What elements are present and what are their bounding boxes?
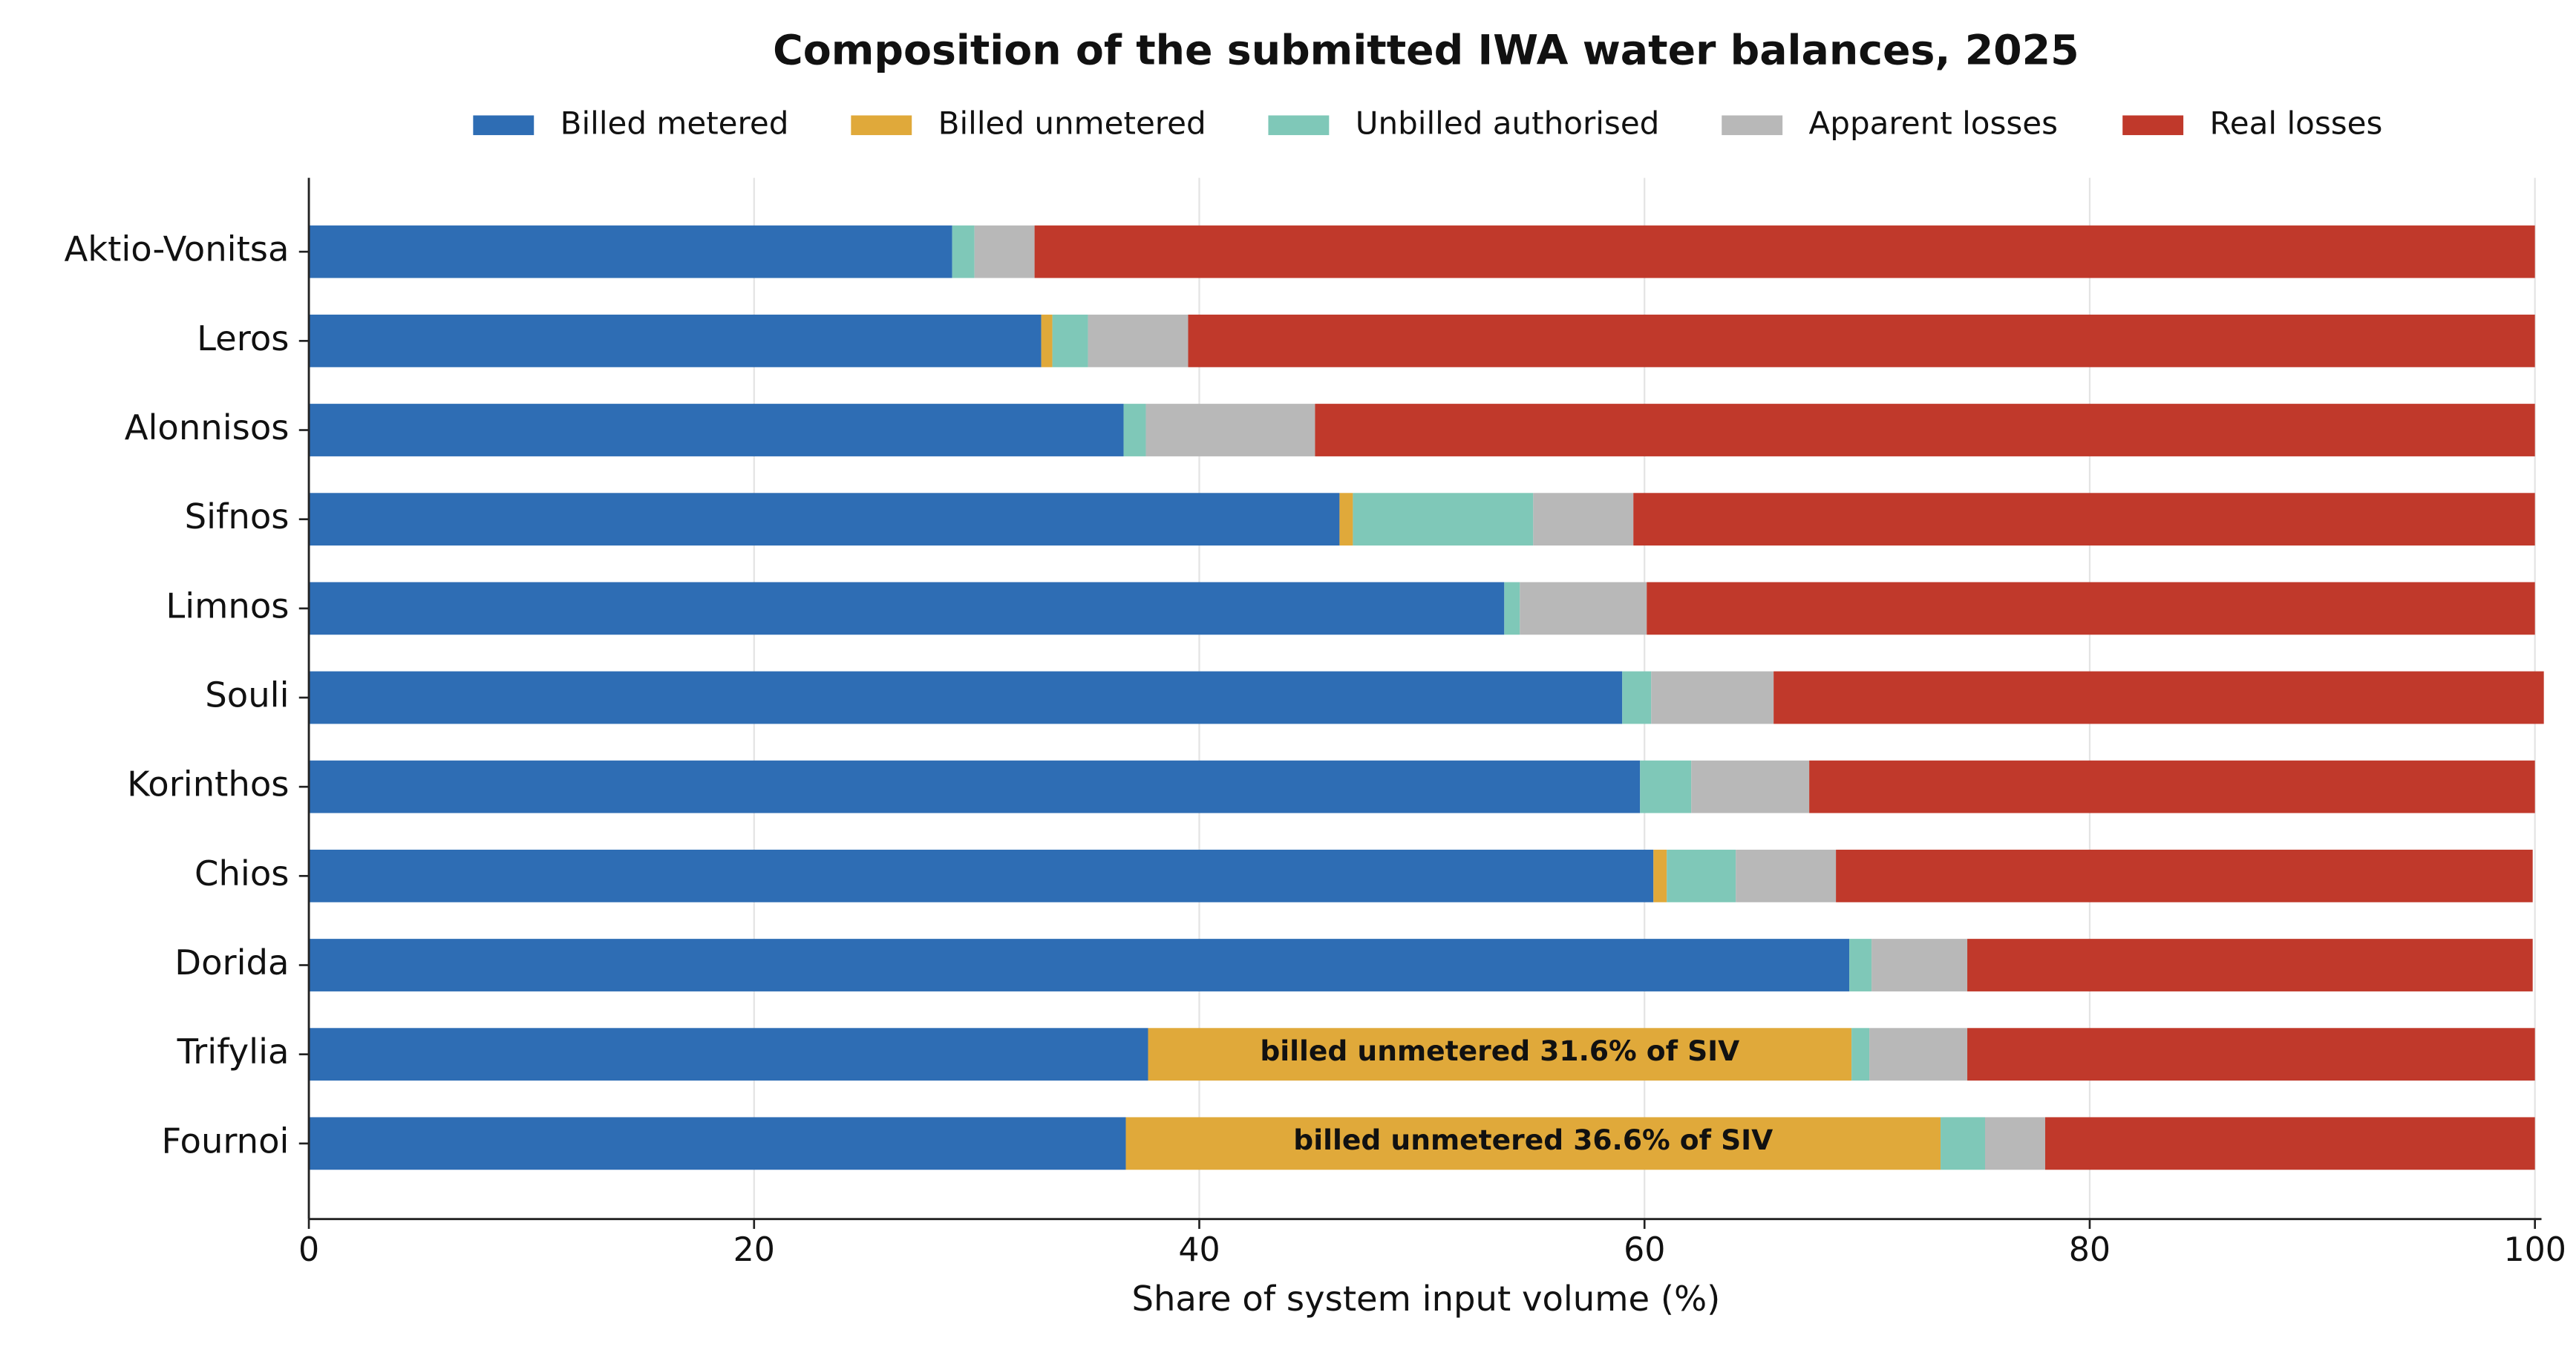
bar-segment xyxy=(309,493,1340,546)
y-tick-label: Dorida xyxy=(174,942,289,983)
y-tick-label: Chios xyxy=(194,853,289,894)
bar-segment xyxy=(1849,939,1872,991)
legend-swatch xyxy=(1722,115,1783,136)
bar-segment xyxy=(1667,849,1736,902)
bar-segment xyxy=(1941,1117,1986,1170)
chart-title: Composition of the submitted IWA water b… xyxy=(773,27,2079,75)
bar-segment xyxy=(309,939,1850,991)
bar-segment xyxy=(1353,493,1534,546)
bar-segment xyxy=(1315,404,2535,456)
legend-label: Unbilled authorised xyxy=(1356,105,1660,141)
y-tick-label: Souli xyxy=(205,675,289,715)
legend-swatch xyxy=(1268,115,1330,136)
bar-segment xyxy=(1633,493,2535,546)
bar-segment xyxy=(1504,582,1520,635)
legend-item: Unbilled authorised xyxy=(1268,105,1659,141)
bar-segment xyxy=(1871,939,1968,991)
y-tick-label: Leros xyxy=(197,318,289,358)
y-tick-label: Fournoi xyxy=(161,1121,289,1161)
bar-segment xyxy=(1034,225,2535,278)
bar-segment xyxy=(1123,404,1146,456)
legend-label: Real losses xyxy=(2209,105,2382,141)
legend-item: Apparent losses xyxy=(1722,105,2058,141)
x-tick-label: 0 xyxy=(298,1231,319,1269)
bar-segment xyxy=(1052,314,1088,367)
y-tick-label: Limnos xyxy=(166,586,289,626)
bar-segment xyxy=(1809,760,2535,813)
x-tick-label: 100 xyxy=(2503,1231,2566,1269)
legend-item: Real losses xyxy=(2122,105,2382,141)
bar-segment xyxy=(1640,760,1692,813)
x-tick-label: 40 xyxy=(1178,1231,1220,1269)
y-tick-label: Sifnos xyxy=(185,496,290,537)
bar-segment xyxy=(1041,314,1053,367)
bar-segment xyxy=(1622,671,1652,724)
legend-item: Billed unmetered xyxy=(851,105,1206,141)
legend-swatch xyxy=(851,115,912,136)
bar-segment xyxy=(1967,939,2533,991)
bar-segment xyxy=(1967,1028,2535,1081)
y-tick-label: Trifylia xyxy=(177,1032,290,1072)
bar-segment xyxy=(1145,404,1315,456)
y-tick-label: Aktio-Vonitsa xyxy=(64,229,289,269)
bar-segment xyxy=(309,671,1623,724)
x-tick-label: 60 xyxy=(1624,1231,1665,1269)
bar-segment xyxy=(1869,1028,1968,1081)
bar-segment xyxy=(309,1117,1126,1170)
bar-segment xyxy=(1653,849,1667,902)
bar-segment xyxy=(1851,1028,1870,1081)
bar-segment xyxy=(1520,582,1647,635)
annotation: billed unmetered 31.6% of SIV xyxy=(1260,1035,1739,1067)
bar-segment xyxy=(309,760,1641,813)
y-tick-label: Alonnisos xyxy=(125,407,290,447)
bar-segment xyxy=(309,849,1654,902)
legend-label: Billed metered xyxy=(560,105,789,141)
bar-segment xyxy=(309,225,952,278)
bar-segment xyxy=(1691,760,1810,813)
bar-segment xyxy=(1985,1117,2045,1170)
x-tick-label: 80 xyxy=(2069,1231,2111,1269)
bar-segment xyxy=(1533,493,1634,546)
bar-segment xyxy=(1339,493,1353,546)
bar-segment xyxy=(1647,582,2535,635)
bar-segment xyxy=(309,314,1042,367)
bar-segment xyxy=(1148,1028,1852,1081)
bar-segment xyxy=(309,404,1124,456)
bar-segment xyxy=(309,1028,1148,1081)
bar-segment xyxy=(1188,314,2535,367)
bar-segment xyxy=(1088,314,1189,367)
legend-label: Billed unmetered xyxy=(938,105,1206,141)
legend-swatch xyxy=(2122,115,2184,136)
x-axis-label: Share of system input volume (%) xyxy=(1131,1279,1720,1319)
bar-segment xyxy=(974,225,1035,278)
bar-segment xyxy=(1125,1117,1941,1170)
x-tick-label: 20 xyxy=(733,1231,775,1269)
bar-segment xyxy=(1774,671,2544,724)
bar-segment xyxy=(1836,849,2533,902)
bar-segment xyxy=(2044,1117,2535,1170)
bar-segment xyxy=(1736,849,1837,902)
legend-swatch xyxy=(473,115,535,136)
bar-segment xyxy=(1651,671,1774,724)
annotation: billed unmetered 36.6% of SIV xyxy=(1293,1124,1773,1156)
bar-segment xyxy=(309,582,1505,635)
legend-item: Billed metered xyxy=(473,105,788,141)
y-tick-label: Korinthos xyxy=(127,764,289,804)
legend-label: Apparent losses xyxy=(1809,105,2059,141)
bar-segment xyxy=(952,225,975,278)
